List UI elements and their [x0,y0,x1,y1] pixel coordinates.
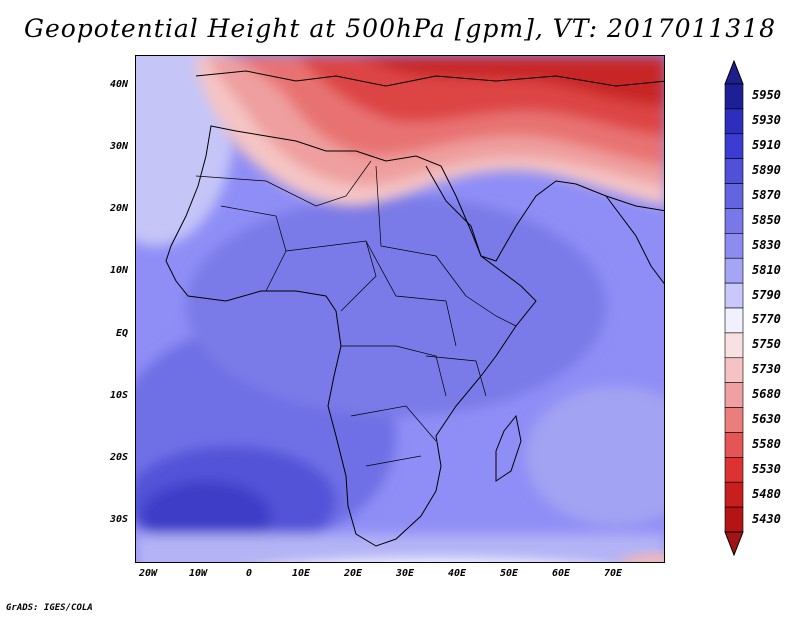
colorbar-swatch [724,158,744,184]
map-plot-area [135,55,665,563]
lat-tick-30n: 30N [109,141,128,152]
field-south-pink [621,553,664,562]
africa-coastline [165,125,537,547]
lon-tick-50e: 50E [499,568,519,579]
colorbar-level-label: 5630 [752,412,781,426]
colorbar-swatch [724,208,744,234]
colorbar-swatch [724,307,744,334]
colorbar-level-label: 5830 [752,237,781,252]
colorbar-level-label: 5870 [752,188,781,202]
colorbar-level-label: 5850 [752,212,781,227]
country-borders [195,160,517,467]
colorbar-swatch [724,108,744,135]
colorbar-swatch [724,457,744,483]
field-south-white [310,558,562,562]
lon-tick-70e: 70E [603,568,623,579]
lon-tick-30e: 30E [395,568,415,579]
colorbar-swatch [724,432,744,458]
colorbar-swatch [724,257,744,284]
field-north-darkest [356,56,664,106]
lat-tick-30s: 30S [109,514,128,525]
colorbar-level-label: 5530 [752,461,781,476]
colorbar-swatch [724,506,744,533]
lat-tick-eq: EQ [115,328,128,339]
lat-tick-10s: 10S [109,390,128,401]
colorbar-arrow-bottom [724,531,744,556]
colorbar-swatch [724,282,744,309]
india-coastline [605,195,664,285]
lat-tick-20n: 20N [109,203,128,214]
colorbar-level-label: 5930 [752,113,781,128]
colorbar-level-label: 5790 [752,287,781,302]
field-south-peak [141,481,271,551]
colorbar-level-label: 5770 [752,312,781,327]
coastlines [165,70,664,547]
colorbar-swatch [724,133,744,159]
field-south-edge [136,534,664,562]
colorbar-level-label: 5810 [752,262,781,277]
arabia-coastline [425,165,664,262]
lon-tick-10e: 10E [291,568,311,579]
colorbar-swatch [724,183,744,209]
colorbar-level-label: 5680 [752,387,781,402]
lon-tick-60e: 60E [551,568,571,579]
mediterranean-coastline [195,70,664,87]
lat-tick-10n: 10N [109,265,128,276]
height-field-map [136,56,664,562]
colorbar-swatch [724,382,744,408]
lat-tick-20s: 20S [109,452,128,463]
colorbar-swatch [724,407,744,433]
colorbar-arrow-top [724,60,744,85]
colorbar-swatch [724,481,744,508]
colorbar-swatch [724,357,744,383]
lon-tick-20w: 20W [138,568,158,579]
colorbar-level-label: 5890 [752,163,781,178]
madagascar-coastline [495,414,522,482]
lat-tick-40n: 40N [109,79,128,90]
colorbar-swatch [724,83,744,110]
colorbar-level-label: 5910 [752,138,781,153]
field-se-light [526,386,664,526]
colorbar-level-label: 5430 [752,511,781,526]
colorbar-swatch [724,332,744,359]
field-central-band [186,196,606,416]
colorbar [724,60,744,556]
lon-tick-10w: 10W [188,568,208,579]
colorbar-level-label: 5950 [752,88,781,103]
lon-tick-0: 0 [245,568,253,579]
colorbar-swatch [724,233,744,259]
credit-text: GrADS: IGES/COLA [6,603,93,613]
colorbar-level-label: 5480 [752,486,781,501]
lon-tick-40e: 40E [447,568,467,579]
colorbar-level-label: 5580 [752,436,781,451]
lon-tick-20e: 20E [343,568,363,579]
map-title: Geopotential Height at 500hPa [gpm], VT:… [23,14,777,43]
colorbar-level-label: 5750 [752,337,781,352]
colorbar-level-label: 5730 [752,362,781,377]
